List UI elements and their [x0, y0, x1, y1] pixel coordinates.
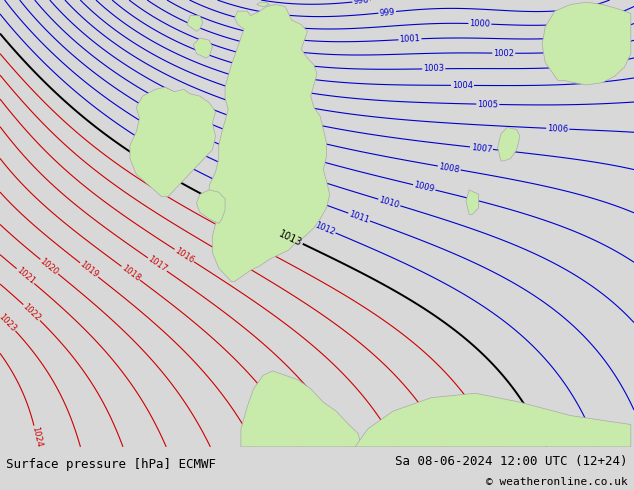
Text: Surface pressure [hPa] ECMWF: Surface pressure [hPa] ECMWF: [6, 458, 216, 470]
Polygon shape: [130, 87, 216, 196]
Text: Sa 08-06-2024 12:00 UTC (12+24): Sa 08-06-2024 12:00 UTC (12+24): [395, 456, 628, 468]
Polygon shape: [187, 16, 203, 31]
Text: 1020: 1020: [38, 257, 60, 277]
Polygon shape: [466, 190, 479, 215]
Text: 1024: 1024: [30, 426, 43, 448]
Text: 1004: 1004: [452, 81, 473, 90]
Text: 1006: 1006: [547, 124, 569, 134]
Text: 1005: 1005: [477, 99, 498, 109]
Text: 1016: 1016: [173, 246, 196, 265]
Text: 1019: 1019: [78, 260, 100, 280]
Text: 1021: 1021: [15, 266, 36, 286]
Polygon shape: [542, 2, 631, 85]
Text: 1007: 1007: [470, 143, 493, 154]
Text: 998: 998: [353, 0, 370, 6]
Text: 1018: 1018: [120, 263, 142, 283]
Text: 1003: 1003: [423, 64, 444, 74]
Text: 1001: 1001: [399, 34, 420, 44]
Text: 1013: 1013: [278, 228, 304, 248]
Polygon shape: [193, 38, 212, 58]
Polygon shape: [498, 127, 520, 161]
Text: 999: 999: [379, 7, 396, 18]
Text: © weatheronline.co.uk: © weatheronline.co.uk: [486, 477, 628, 487]
Text: 1009: 1009: [413, 180, 436, 194]
Text: 1000: 1000: [469, 19, 491, 28]
Text: 1017: 1017: [146, 255, 169, 274]
Text: 1012: 1012: [314, 220, 337, 237]
Text: 1008: 1008: [438, 162, 460, 174]
Polygon shape: [209, 4, 330, 282]
Text: 1022: 1022: [21, 302, 42, 323]
Polygon shape: [241, 371, 361, 447]
Text: 1023: 1023: [0, 312, 18, 333]
Text: 1014: 1014: [250, 240, 273, 258]
Text: 1002: 1002: [493, 49, 514, 58]
Text: 1015: 1015: [219, 248, 242, 267]
Text: 1010: 1010: [378, 195, 401, 210]
Polygon shape: [257, 2, 269, 7]
Polygon shape: [355, 393, 631, 447]
Text: 1011: 1011: [347, 209, 370, 225]
Polygon shape: [197, 190, 225, 223]
